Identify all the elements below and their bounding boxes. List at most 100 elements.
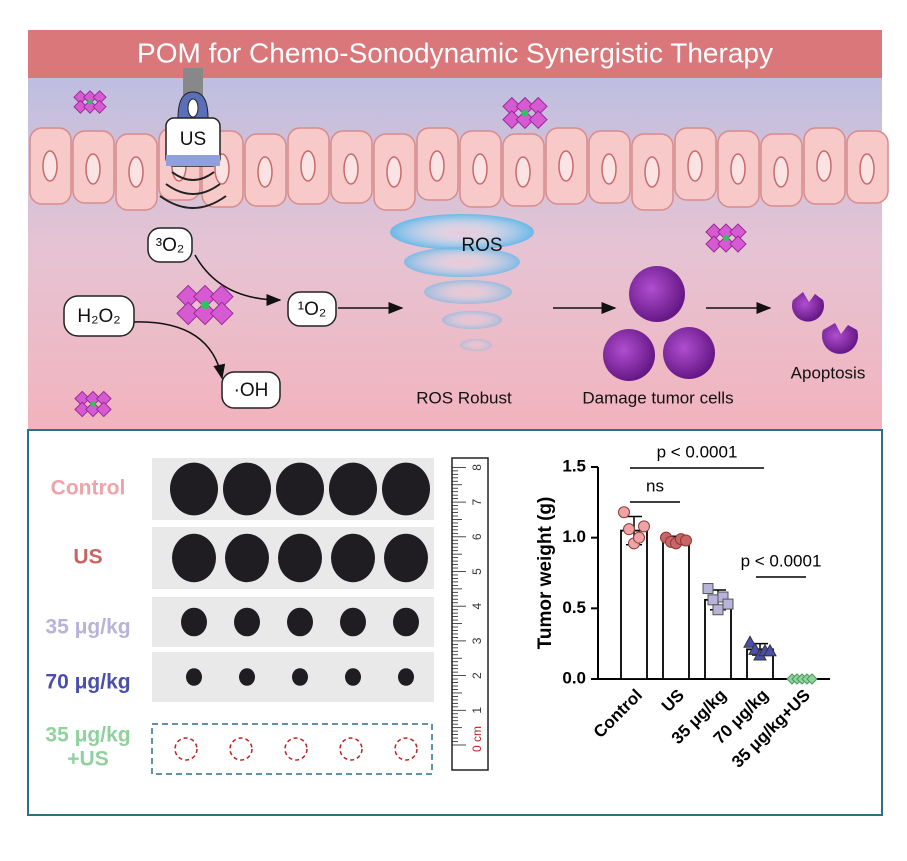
nucleus [687, 150, 703, 182]
apoptotic-cells [792, 292, 858, 354]
oxygen-label: ³O₂ [156, 235, 184, 256]
ruler-zero: 0 cm [470, 726, 484, 752]
point [702, 583, 714, 595]
apoptosis-label: Apoptosis [791, 363, 866, 382]
h2o2-label: H₂O₂ [77, 306, 120, 327]
tumor [292, 668, 308, 686]
title: POM for Chemo-Sonodynamic Synergistic Th… [137, 37, 773, 68]
nucleus [343, 153, 359, 185]
empty-box [151, 723, 433, 775]
tumor [278, 533, 322, 583]
tumor [384, 533, 428, 583]
nucleus [644, 156, 660, 188]
header-band [28, 30, 882, 78]
pom-core [87, 99, 93, 105]
point [763, 643, 777, 657]
pom-core [723, 235, 729, 241]
singlet-oxygen-label: ¹O₂ [298, 299, 326, 320]
label-box [287, 291, 337, 327]
pom [528, 96, 548, 116]
group-label: Control [51, 477, 126, 500]
point [722, 598, 734, 610]
y-tick-label: 1.5 [562, 456, 586, 475]
tumor [382, 462, 430, 516]
nucleus [429, 150, 445, 182]
ros-robust-label: ROS Robust [416, 388, 512, 407]
point [633, 531, 645, 544]
ruler-label: 4 [470, 603, 484, 610]
tumor [398, 668, 414, 686]
tumor [331, 533, 375, 583]
pom [209, 284, 234, 309]
pom [92, 90, 107, 105]
nucleus [601, 153, 617, 185]
pom [209, 301, 234, 326]
empty-site [174, 737, 198, 761]
empty-site [284, 737, 308, 761]
empty-site [339, 737, 363, 761]
tumor [340, 607, 366, 637]
ruler: 0 cm 1 2 3 4 5 6 7 8 [451, 457, 489, 771]
nucleus [730, 153, 746, 185]
y-axis-label: Tumor weight (g) [535, 497, 556, 650]
nucleus [859, 153, 875, 185]
nucleus [773, 156, 789, 188]
point [806, 673, 818, 685]
nucleus [128, 156, 144, 188]
tumor [223, 462, 271, 516]
point [707, 594, 719, 606]
arrows [133, 254, 772, 380]
bar [662, 539, 690, 680]
significance-label: p < 0.0001 [741, 551, 822, 570]
ruler-label: 3 [470, 637, 484, 644]
empty-site [229, 737, 253, 761]
tumor [393, 607, 419, 637]
tumor [172, 533, 216, 583]
y-tick-label: 0.0 [562, 668, 586, 687]
pom [95, 390, 112, 407]
pom [729, 235, 747, 253]
significance-label: ns [646, 476, 664, 495]
ruler-label: 5 [470, 568, 484, 575]
point [712, 604, 724, 616]
group-label: 35 μg/kg [45, 616, 130, 639]
ruler-label: 2 [470, 672, 484, 679]
point [743, 635, 757, 648]
ruler-label: 6 [470, 533, 484, 540]
label-box [221, 371, 281, 409]
tumor [329, 462, 377, 516]
hydroxyl-label: ·OH [234, 380, 269, 401]
point [618, 506, 630, 519]
point [623, 523, 635, 536]
tumor [239, 668, 255, 686]
point [748, 642, 762, 655]
tumor-cells [603, 266, 715, 381]
label-box [147, 227, 193, 263]
nucleus [558, 150, 574, 182]
nucleus [85, 153, 101, 185]
group-label: 35 μg/kg [45, 724, 130, 747]
ruler-label: 1 [470, 707, 484, 714]
group-label: 70 μg/kg [45, 671, 130, 694]
significance-label: p < 0.0001 [657, 442, 738, 461]
ruler-label: 8 [470, 464, 484, 471]
tumor [345, 668, 361, 686]
damage-label: Damage tumor cells [582, 388, 733, 407]
nucleus [816, 150, 832, 182]
nucleus [300, 150, 316, 182]
pom-core [521, 109, 529, 117]
group-label: US [73, 546, 102, 569]
pom-clusters [73, 90, 747, 418]
nucleus [257, 156, 273, 188]
tornado [390, 214, 534, 351]
bar [620, 529, 648, 680]
group-label: +US [67, 748, 108, 771]
pom-core [200, 300, 210, 310]
tumor [170, 462, 218, 516]
label-box [63, 295, 135, 337]
pom-core [90, 401, 96, 407]
tumor [225, 533, 269, 583]
nucleus [42, 150, 58, 182]
tumor [181, 607, 207, 637]
